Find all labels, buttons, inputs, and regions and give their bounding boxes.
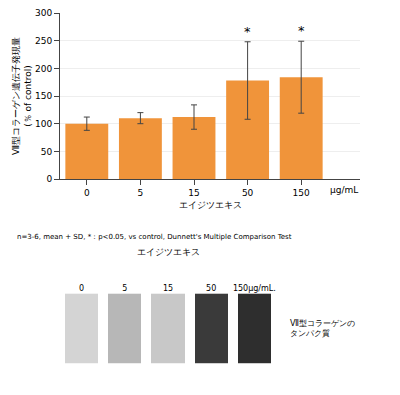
svg-text:μg/mL: μg/mL — [330, 185, 358, 195]
svg-text:250: 250 — [35, 36, 52, 46]
svg-text:n=3-6, mean + SD, *：p<0.05, vs: n=3-6, mean + SD, *：p<0.05, vs control, … — [17, 233, 292, 241]
svg-text:0: 0 — [46, 174, 52, 184]
svg-text:5: 5 — [122, 284, 127, 293]
svg-text:100: 100 — [35, 119, 52, 129]
svg-text:0: 0 — [79, 284, 84, 293]
svg-text:15: 15 — [163, 284, 173, 293]
svg-text:Ⅶ型コラーゲン遺伝子発現量(％ of control): Ⅶ型コラーゲン遺伝子発現量(％ of control) — [11, 37, 33, 155]
svg-text:15: 15 — [188, 188, 199, 198]
svg-text:5: 5 — [138, 188, 144, 198]
svg-text:エイジツエキス: エイジツエキス — [179, 200, 242, 210]
svg-text:200: 200 — [35, 64, 52, 74]
svg-text:50: 50 — [242, 188, 254, 198]
svg-text:50: 50 — [206, 284, 216, 293]
svg-text:*: * — [298, 23, 305, 38]
svg-text:Ⅶ型コラーゲンのタンパク質: Ⅶ型コラーゲンのタンパク質 — [290, 319, 355, 338]
svg-text:150: 150 — [293, 188, 310, 198]
svg-text:150μg/mL.: 150μg/mL. — [233, 284, 276, 293]
svg-text:300: 300 — [35, 8, 52, 18]
svg-text:エイジツエキス: エイジツエキス — [137, 247, 200, 257]
svg-text:0: 0 — [84, 188, 90, 198]
svg-text:50: 50 — [41, 147, 53, 157]
svg-text:*: * — [244, 24, 251, 39]
svg-text:150: 150 — [35, 91, 52, 101]
